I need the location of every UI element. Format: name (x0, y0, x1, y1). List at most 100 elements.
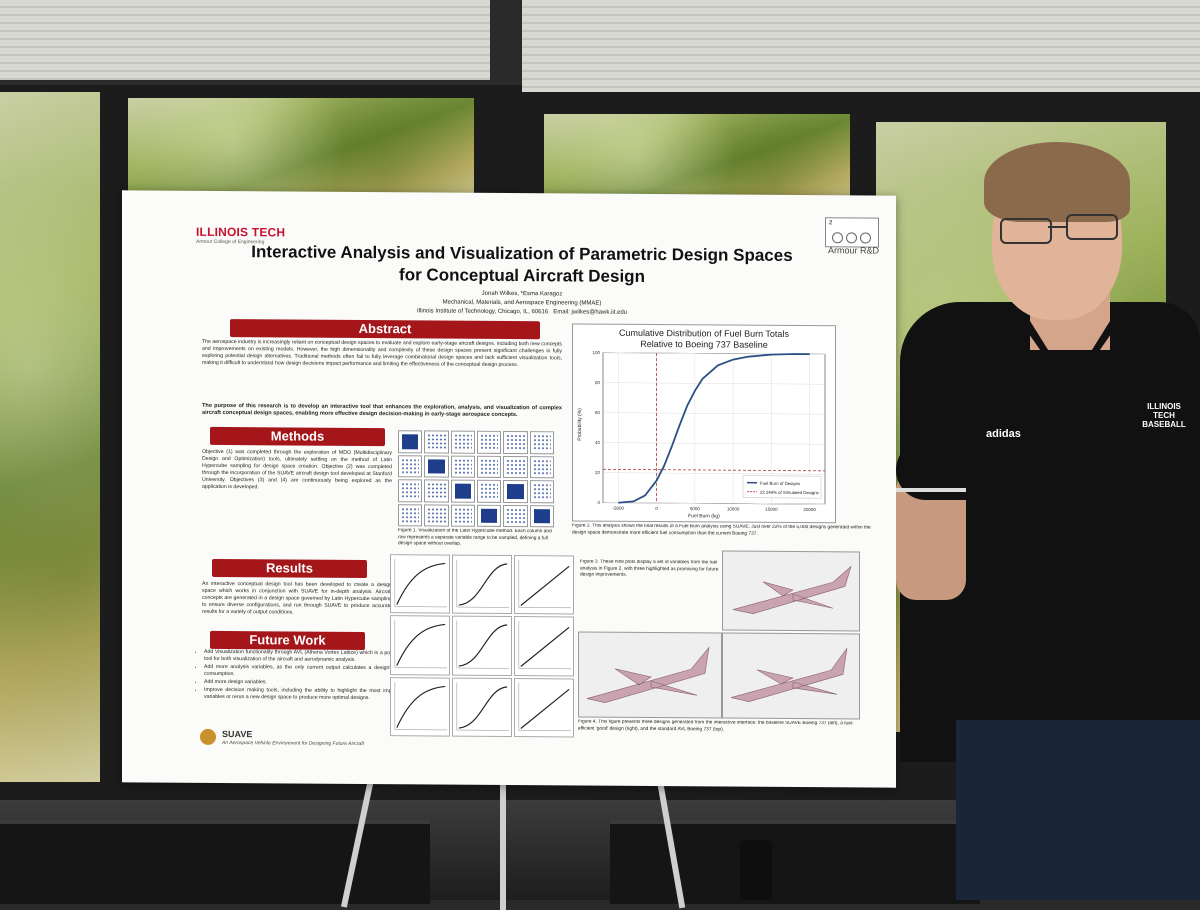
future-work-list: Add Visualization functionality through … (194, 649, 404, 703)
lhs-cell (530, 431, 554, 454)
tag-circle (846, 232, 857, 243)
lhs-cell (398, 479, 422, 502)
window-pane-left (0, 92, 100, 782)
cdf-mini-plot (390, 615, 450, 675)
lhs-cell (424, 430, 448, 453)
tag-circle (832, 232, 843, 243)
aircraft-render-right (722, 632, 860, 719)
institution-logo: ILLINOIS TECH (196, 225, 285, 240)
x-tick-label: 5000 (690, 506, 701, 511)
x-tick-label: 15000 (765, 507, 778, 512)
radiator-left (0, 820, 430, 904)
x-tick-label: 20000 (803, 507, 816, 512)
armour-rd-logo: Armour R&D (828, 245, 879, 255)
jeans (956, 720, 1200, 900)
hair (984, 142, 1130, 222)
affiliation-line: Illinois Institute of Technology, Chicag… (312, 307, 732, 319)
y-tick-label: 100 (592, 350, 600, 355)
lhs-cell (451, 455, 475, 478)
lhs-cell (398, 430, 422, 453)
lhs-cell (424, 504, 448, 527)
tag-circle (860, 232, 871, 243)
cdf-mini-plot (514, 616, 574, 676)
cdf-mini-plot (390, 677, 450, 737)
poster-title-line2: for Conceptual Aircraft Design (242, 263, 802, 289)
lhs-cell (424, 455, 448, 478)
affiliation: Illinois Institute of Technology, Chicag… (417, 308, 548, 315)
water-bottle (740, 840, 772, 900)
lhs-cell (398, 504, 422, 527)
cdf-mini-plot (452, 616, 512, 676)
legend-label-threshold: 22.244% of Simulated Designs (760, 490, 819, 495)
research-poster: ILLINOIS TECH Armour College of Engineer… (122, 190, 896, 787)
adidas-logo: adidas (986, 428, 1021, 440)
lhs-cell (530, 456, 554, 479)
lhs-cell (477, 431, 501, 454)
future-work-item: Add more analysis variables, as the only… (204, 664, 404, 679)
figure2-caption: Figure 2. This analysis shows the final … (572, 523, 872, 545)
poster-title: Interactive Analysis and Visualization o… (242, 241, 802, 289)
chart-ylabel: Probability (%) (577, 408, 583, 441)
email: Email: jwilkes@hawk.iit.edu (553, 309, 627, 316)
chart-subtitle: Relative to Boeing 737 Baseline (640, 339, 768, 350)
y-tick-label: 20 (595, 470, 601, 475)
easel-leg-center (500, 770, 506, 910)
y-tick-label: 80 (595, 380, 601, 385)
y-tick-label: 40 (595, 440, 601, 445)
lhs-cell (503, 431, 527, 454)
figure4-caption: Figure 4. This figure presents three des… (578, 719, 868, 745)
cdf-mini-plot (514, 555, 574, 615)
latin-hypercube-figure (398, 430, 554, 527)
aircraft-icon (723, 633, 859, 718)
illinois-tech-baseball-logo: ILLINOIS TECH BASEBALL (1138, 402, 1190, 429)
x-tick-label: -5000 (613, 506, 625, 511)
cdf-mini-plot (452, 677, 512, 737)
lhs-cell (503, 504, 527, 527)
lhs-cell (451, 504, 475, 527)
lhs-cell (451, 431, 475, 454)
results-text: An interactive conceptual design tool ha… (202, 581, 392, 632)
abstract-text: The aerospace industry is increasingly r… (202, 339, 562, 394)
future-work-item: Improve decision making tools, including… (204, 687, 404, 702)
results-header: Results (212, 559, 367, 578)
lhs-cell (398, 455, 422, 478)
purpose-statement: The purpose of this research is to devel… (202, 403, 562, 420)
aircraft-icon (723, 551, 859, 630)
poster-authors: Jonah Wilkes, *Esma Karagoz Mechanical, … (312, 289, 732, 319)
poster-title-line1: Interactive Analysis and Visualization o… (242, 241, 802, 267)
cdf-mini-plot (452, 555, 512, 615)
lhs-cell (530, 480, 554, 503)
methods-header: Methods (210, 427, 385, 446)
glasses-bridge (1048, 226, 1066, 228)
x-tick-label: 0 (655, 506, 658, 511)
tag-number: 2 (829, 220, 832, 226)
lhs-cell (503, 455, 527, 478)
future-work-item: Add more design variables. (204, 679, 404, 687)
y-tick-label: 0 (597, 500, 600, 505)
legend-label-designs: Fuel Burn of Designs (760, 481, 800, 486)
cdf-mini-plot (390, 554, 450, 614)
figure1-caption: Figure 1. Visualization of the Latin Hyp… (398, 528, 556, 555)
aircraft-icon (579, 632, 721, 717)
lhs-cell (477, 504, 501, 527)
aircraft-render-left (578, 631, 722, 718)
fuel-burn-chart-frame: Cumulative Distribution of Fuel Burn Tot… (572, 323, 836, 523)
lhs-cell (477, 480, 501, 503)
glasses-left-lens (1000, 218, 1052, 244)
y-tick-label: 60 (595, 410, 601, 415)
window-blind-left (0, 0, 490, 80)
lhs-cell (503, 480, 527, 503)
suave-tagline: An Aerospace Vehicle Environment for Des… (222, 740, 364, 747)
x-tick-label: 10000 (727, 507, 740, 512)
lhs-cell (424, 479, 448, 502)
suave-logo: SUAVE (222, 729, 252, 739)
aircraft-render-top (722, 550, 860, 631)
lhs-cell (477, 455, 501, 478)
window-blind-right (522, 0, 1200, 92)
poster-number-tag: 2 (825, 217, 879, 247)
lhs-cell (451, 480, 475, 503)
cdf-mini-plot (514, 678, 574, 738)
chart-title: Cumulative Distribution of Fuel Burn Tot… (619, 328, 789, 339)
sleeve-stripe (896, 488, 966, 492)
